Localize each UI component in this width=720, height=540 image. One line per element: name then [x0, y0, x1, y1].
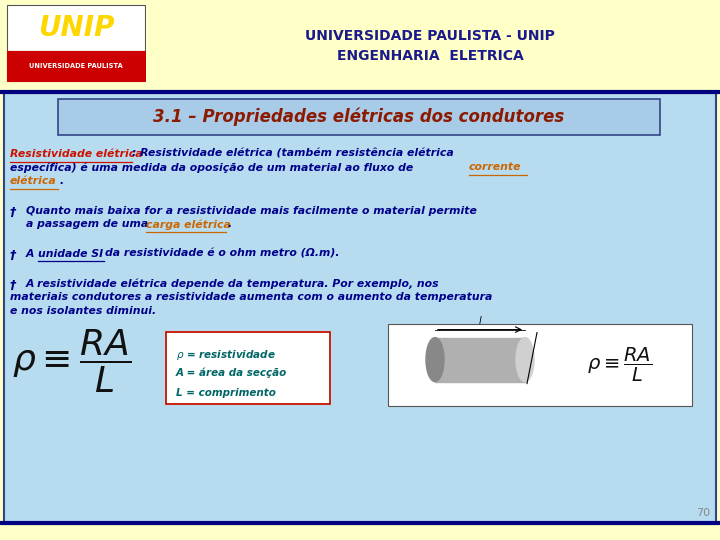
- Text: UNIP: UNIP: [37, 14, 114, 42]
- Text: L = comprimento: L = comprimento: [176, 388, 276, 397]
- Bar: [435, 338, 525, 382]
- Text: materiais condutores a resistividade aumenta com o aumento da temperatura: materiais condutores a resistividade aum…: [10, 292, 492, 302]
- Text: $\rho \equiv \dfrac{RA}{L}$: $\rho \equiv \dfrac{RA}{L}$: [588, 346, 652, 383]
- Text: $\rho$ = resistividade: $\rho$ = resistividade: [176, 348, 276, 362]
- Text: elétrica: elétrica: [10, 176, 57, 186]
- Text: UNIVERSIDADE PAULISTA: UNIVERSIDADE PAULISTA: [29, 63, 123, 69]
- Text: 70: 70: [696, 508, 710, 518]
- Text: A: A: [26, 249, 38, 259]
- Text: unidade SI: unidade SI: [38, 249, 103, 259]
- Text: carga elétrica: carga elétrica: [146, 219, 231, 230]
- Text: e nos isolantes diminui.: e nos isolantes diminui.: [10, 306, 156, 315]
- Text: .: .: [227, 219, 231, 229]
- Text: a passagem de uma: a passagem de uma: [26, 219, 148, 229]
- Ellipse shape: [516, 338, 534, 382]
- Text: †: †: [10, 249, 17, 262]
- Text: Resistividade elétrica: Resistividade elétrica: [10, 149, 143, 159]
- Text: A resistividade elétrica depende da temperatura. Por exemplo, nos: A resistividade elétrica depende da temp…: [26, 279, 440, 289]
- Text: †: †: [10, 279, 17, 292]
- Text: corrente: corrente: [469, 163, 521, 172]
- FancyBboxPatch shape: [7, 5, 145, 51]
- Text: $\rho \equiv \dfrac{RA}{L}$: $\rho \equiv \dfrac{RA}{L}$: [12, 328, 132, 395]
- FancyBboxPatch shape: [58, 99, 660, 135]
- Text: UNIVERSIDADE PAULISTA - UNIP
ENGENHARIA  ELETRICA: UNIVERSIDADE PAULISTA - UNIP ENGENHARIA …: [305, 29, 555, 63]
- Text: Quanto mais baixa for a resistividade mais facilmente o material permite: Quanto mais baixa for a resistividade ma…: [26, 206, 477, 215]
- Text: específica) é uma medida da oposição de um material ao fluxo de: específica) é uma medida da oposição de …: [10, 163, 413, 173]
- FancyBboxPatch shape: [4, 93, 716, 524]
- Text: : Resistividade elétrica (também resistência elétrica: : Resistividade elétrica (também resistê…: [132, 149, 454, 159]
- FancyBboxPatch shape: [7, 51, 145, 82]
- Text: da resistividade é o ohm metro (Ω.m).: da resistividade é o ohm metro (Ω.m).: [105, 249, 340, 259]
- Text: 3.1 – Propriedades elétricas dos condutores: 3.1 – Propriedades elétricas dos conduto…: [153, 108, 564, 126]
- FancyBboxPatch shape: [166, 332, 330, 403]
- Text: †: †: [10, 206, 17, 219]
- Text: l: l: [479, 315, 482, 326]
- Ellipse shape: [426, 338, 444, 382]
- Text: .: .: [59, 176, 63, 186]
- Text: A = área da secção: A = área da secção: [176, 368, 287, 378]
- FancyBboxPatch shape: [388, 323, 692, 406]
